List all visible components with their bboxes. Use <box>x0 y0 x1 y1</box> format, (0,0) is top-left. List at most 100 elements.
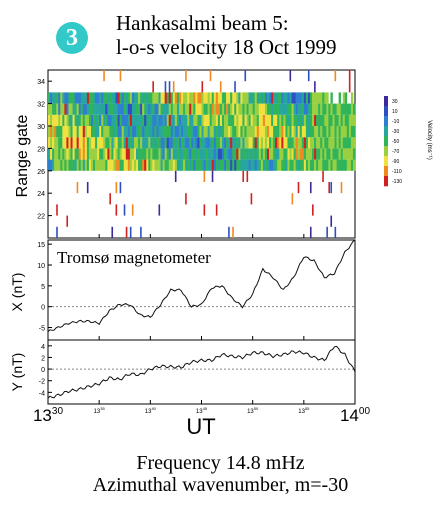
heatmap-sparse-cell <box>246 170 249 182</box>
heatmap-cell <box>238 159 241 171</box>
heatmap-cell <box>295 103 298 115</box>
heatmap-cell <box>178 92 182 104</box>
heatmap-cell <box>158 148 161 160</box>
heatmap-cell <box>176 114 180 126</box>
heatmap-sparse-cell <box>140 226 142 238</box>
heatmap-cell <box>312 114 315 126</box>
heatmap-cell <box>273 126 276 138</box>
heatmap-cell <box>324 126 327 138</box>
heatmap-cell <box>326 137 329 149</box>
heatmap-cell <box>136 92 139 104</box>
heatmap-cell <box>271 103 274 115</box>
heatmap-cell <box>58 159 61 171</box>
heatmap-cell <box>266 114 270 126</box>
heatmap-cell <box>117 126 120 138</box>
heatmap-cell <box>168 92 172 104</box>
heatmap-cell <box>170 114 174 126</box>
heatmap-cell <box>99 114 102 126</box>
heatmap-cell <box>340 114 344 126</box>
x-panel-y-label: X (nT) <box>9 273 25 312</box>
heatmap-cell <box>205 137 208 149</box>
x-axis-label: UT <box>186 414 215 439</box>
heatmap-cell <box>289 103 292 115</box>
heatmap-cell <box>178 126 182 138</box>
heatmap-cell <box>101 114 104 126</box>
heatmap-cell <box>103 126 106 138</box>
heatmap-cell <box>176 159 180 171</box>
heatmap-cell <box>150 126 153 138</box>
heatmap-cell <box>219 114 223 126</box>
heatmap-cell <box>242 148 245 160</box>
heatmap-cell <box>152 92 155 104</box>
heatmap-cell <box>207 137 210 149</box>
heatmap-cell <box>275 148 278 160</box>
heatmap-cell <box>115 103 118 115</box>
heatmap-cell <box>211 137 215 149</box>
heatmap-cell <box>160 103 163 115</box>
heatmap-cell <box>258 159 262 171</box>
heatmap-cell <box>82 126 86 138</box>
heatmap-cell <box>297 92 301 104</box>
heatmap-cell <box>211 103 215 115</box>
y-panel-y-ticks: -4 -2 0 2 4 <box>39 344 52 397</box>
heatmap-cell <box>148 159 151 171</box>
heatmap-cell <box>113 148 116 160</box>
heatmap-cell <box>334 137 337 149</box>
heatmap-cell <box>346 148 350 160</box>
heatmap-cell <box>107 137 110 149</box>
heatmap-cell <box>232 148 235 160</box>
heatmap-cell <box>191 114 194 126</box>
heatmap-cell <box>230 114 233 126</box>
heatmap-cell <box>80 148 84 160</box>
heatmap-cell <box>228 137 231 149</box>
heatmap-cell <box>129 103 133 115</box>
heatmap-cell <box>164 148 168 160</box>
y-tick-label: 10 <box>37 263 45 270</box>
heatmap-cell <box>127 137 131 149</box>
heatmap-cell <box>289 148 292 160</box>
heatmap-cell <box>244 126 247 138</box>
heatmap-cell <box>97 159 100 171</box>
heatmap-cell <box>99 92 102 104</box>
heatmap-sparse-cell <box>307 70 310 82</box>
heatmap-cell <box>203 137 206 149</box>
heatmap-cell <box>299 103 303 115</box>
heatmap-cell <box>150 103 153 115</box>
heatmap-cell <box>219 126 223 138</box>
heatmap-cell <box>228 103 231 115</box>
heatmap-cell <box>348 148 352 160</box>
heatmap-sparse-cell <box>131 204 134 216</box>
heatmap-cell <box>66 114 69 126</box>
heatmap-cell <box>84 103 88 115</box>
heatmap-cell <box>230 148 233 160</box>
heatmap-cell <box>293 137 296 149</box>
heatmap-cell <box>269 148 272 160</box>
heatmap-cell <box>197 103 200 115</box>
heatmap-cell <box>193 114 196 126</box>
heatmap-cell <box>142 114 145 126</box>
heatmap-cell <box>348 137 352 149</box>
heatmap-cell <box>256 114 260 126</box>
heatmap-cell <box>264 126 268 138</box>
heatmap-cell <box>189 137 192 149</box>
heatmap-cell <box>254 126 258 138</box>
heatmap-cell <box>178 159 182 171</box>
heatmap-cell <box>76 148 79 160</box>
heatmap-cell <box>88 148 92 160</box>
heatmap-cell <box>50 114 53 126</box>
heatmap-cell <box>330 137 333 149</box>
heatmap-cell <box>246 137 249 149</box>
heatmap-cell <box>258 148 262 160</box>
heatmap-cell <box>312 137 315 149</box>
heatmap-cell <box>279 126 282 138</box>
heatmap-cell <box>172 126 176 138</box>
heatmap-cell <box>232 114 235 126</box>
heatmap-cell <box>111 137 114 149</box>
heatmap-cell <box>193 148 196 160</box>
heatmap-cell <box>299 137 303 149</box>
heatmap-cell <box>248 148 251 160</box>
y-magnetometer-panel: -4 -2 0 2 4 Y (nT) <box>9 339 356 405</box>
heatmap-cell <box>121 159 125 171</box>
heatmap-cell <box>303 114 307 126</box>
heatmap-cell <box>187 159 190 171</box>
